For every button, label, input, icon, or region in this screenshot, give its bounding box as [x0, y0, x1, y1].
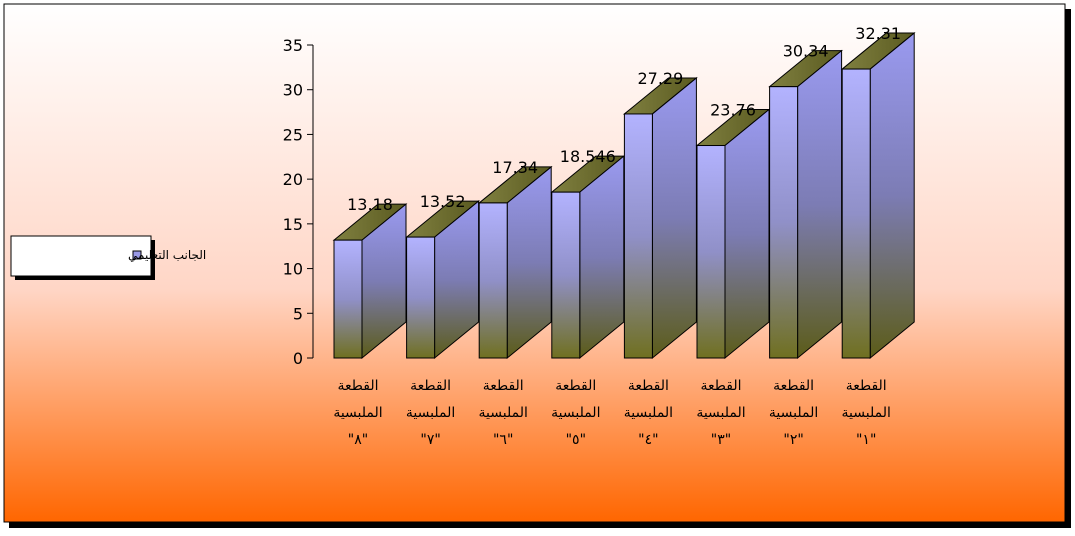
data-label: 13.52 [420, 192, 466, 211]
category-label: الملبسية [842, 405, 891, 421]
y-tick-label: 30 [283, 81, 303, 100]
category-label: "٦" [493, 432, 513, 448]
category-label: الملبسية [406, 405, 455, 421]
bar-front-face [623, 113, 653, 359]
category-label: القطعة [773, 378, 814, 394]
y-tick-label: 15 [283, 215, 303, 234]
legend-box [10, 235, 152, 277]
bar-front-face [333, 239, 363, 359]
bar-side-face [579, 155, 625, 360]
bar-front-face [406, 236, 436, 359]
bar-front-face [841, 68, 871, 359]
category-label: "٢" [783, 432, 803, 448]
bar: 13.52 [405, 192, 481, 360]
data-label: 30.34 [783, 42, 829, 61]
data-label: 13.18 [347, 195, 393, 214]
bar: 17.34 [477, 158, 553, 360]
y-tick-label: 35 [283, 36, 303, 55]
y-tick-label: 10 [283, 260, 303, 279]
bar: 32.31 [840, 24, 916, 360]
category-labels: القطعة الملبسية "٨" القطعة الملبسية "٧" القطعة… [333, 378, 891, 448]
bar-front-face [769, 86, 799, 359]
category-label: "٧" [420, 432, 440, 448]
data-label: 23.76 [710, 101, 756, 120]
data-label: 27.29 [637, 69, 683, 88]
y-tick-label: 0 [293, 349, 303, 368]
category-label: القطعة [555, 378, 596, 394]
bar-front-face [551, 191, 581, 359]
bar-front-face [696, 145, 726, 359]
category-label: "٥" [566, 432, 586, 448]
bar: 30.34 [768, 42, 844, 360]
bar-side-face [869, 32, 915, 360]
bar: 13.18 [332, 195, 408, 360]
category-label: الملبسية [551, 405, 600, 421]
category-label: "٨" [348, 432, 368, 448]
bar-side-face [651, 76, 697, 360]
category-label: الملبسية [696, 405, 745, 421]
y-tick-label: 5 [293, 304, 303, 323]
legend-label: الجانب التعليمي [128, 248, 206, 262]
category-label: القطعة [701, 378, 742, 394]
category-label: القطعة [483, 378, 524, 394]
legend-swatch [132, 250, 142, 260]
category-label: "١" [856, 432, 876, 448]
bar-series: 13.18 13.52 17.34 18.546 27.29 23.76 30.34 32.3… [332, 24, 916, 360]
data-label: 32.31 [855, 24, 901, 43]
bar: 23.76 [695, 101, 771, 360]
data-label: 17.34 [492, 158, 538, 177]
category-label: القطعة [846, 378, 887, 394]
category-label: الملبسية [333, 405, 382, 421]
category-label: القطعة [338, 378, 379, 394]
bar-side-face [724, 108, 770, 360]
category-label: الملبسية [769, 405, 818, 421]
y-tick-label: 20 [283, 170, 303, 189]
legend: الجانب التعليمي [10, 235, 206, 280]
category-label: الملبسية [624, 405, 673, 421]
bar: 27.29 [622, 69, 698, 360]
bar-front-face [478, 202, 508, 359]
y-tick-label: 25 [283, 125, 303, 144]
category-label: "٤" [638, 432, 658, 448]
data-label: 18.546 [560, 147, 616, 166]
bar-side-face [797, 49, 843, 360]
category-label: القطعة [410, 378, 451, 394]
category-label: القطعة [628, 378, 669, 394]
category-label: الملبسية [479, 405, 528, 421]
category-label: "٣" [711, 432, 731, 448]
y-axis-ticks: 0 5 10 15 20 25 30 35 [283, 36, 313, 368]
bar: 18.546 [550, 147, 626, 360]
